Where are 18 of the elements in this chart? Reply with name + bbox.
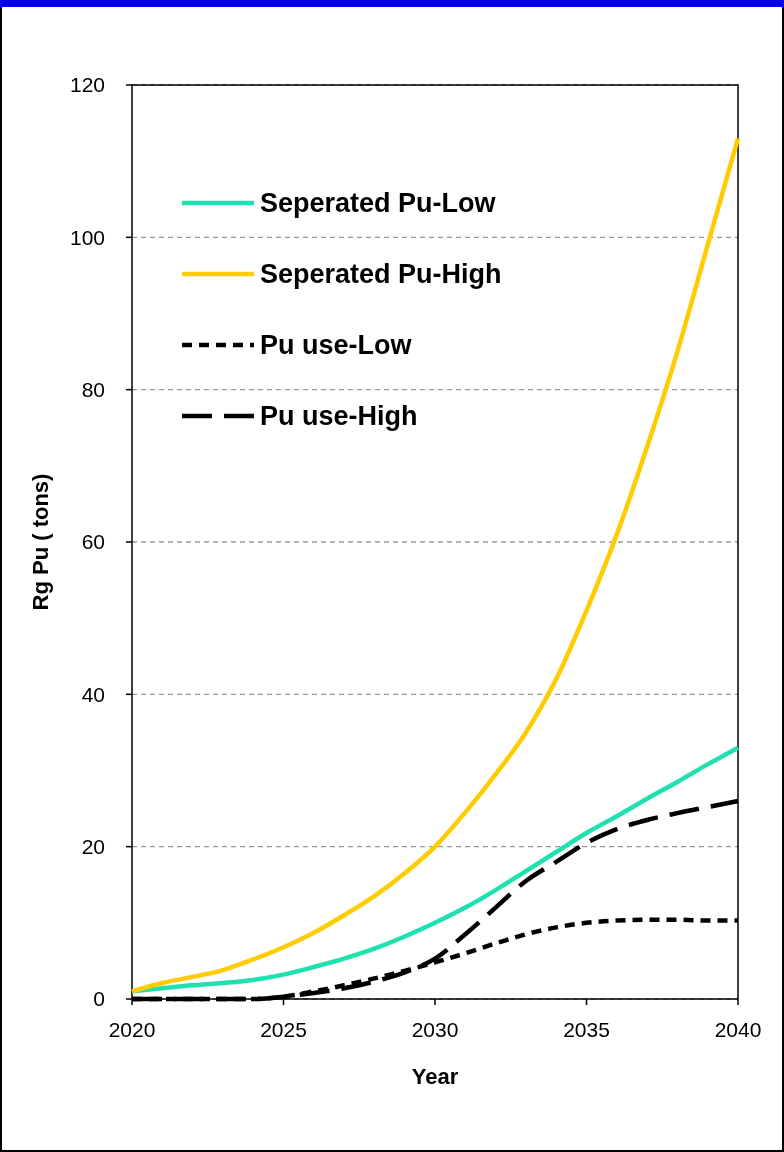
x-axis-title: Year [411, 1064, 459, 1089]
legend-label: Pu use-Low [260, 330, 413, 361]
y-tick-label: 20 [81, 835, 105, 859]
y-tick-label: 60 [81, 530, 105, 554]
x-tick-label: 2020 [108, 1018, 156, 1041]
y-tick-label: 100 [69, 225, 105, 249]
legend-label: Seperated Pu-Low [260, 188, 497, 219]
y-tick-label: 0 [93, 987, 105, 1011]
x-tick-label: 2025 [260, 1018, 307, 1041]
x-tick-label: 2030 [411, 1018, 459, 1041]
legend-label: Pu use-High [260, 401, 418, 432]
legend-label: Seperated Pu-High [260, 259, 502, 290]
y-tick-label: 120 [69, 73, 105, 97]
y-tick-label: 80 [81, 378, 105, 402]
y-tick-label: 40 [81, 682, 105, 706]
x-tick-label: 2035 [563, 1018, 610, 1041]
y-axis-title: Rg Pu ( tons) [28, 473, 53, 611]
x-tick-label: 2040 [714, 1018, 762, 1041]
